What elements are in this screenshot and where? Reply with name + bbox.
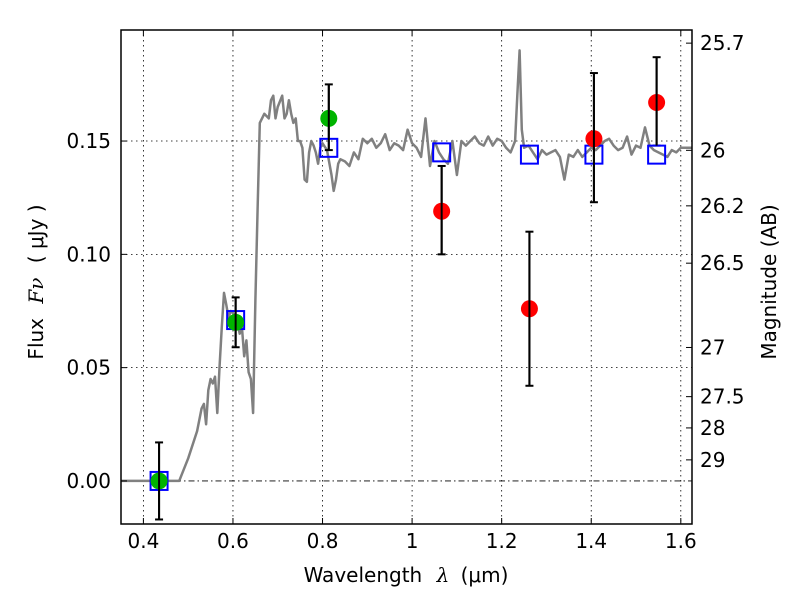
y2-tick-label: 29 bbox=[700, 448, 725, 472]
tick-layer: 0.4 0.6 0.8 1 1.2 1.4 1.6 0.00 0.05 0.10 0.15 25.7 2… bbox=[66, 30, 745, 553]
x-tick-label: 0.8 bbox=[307, 529, 339, 553]
spectrum-layer bbox=[121, 49, 692, 483]
y-axis-unit: ( μJy ) bbox=[24, 204, 48, 263]
y-tick-label: 0.10 bbox=[66, 242, 111, 266]
x-tick-label: 0.4 bbox=[127, 529, 159, 553]
x-axis-label-text: Wavelength bbox=[304, 563, 423, 587]
y2-tick-label: 26.2 bbox=[700, 194, 745, 218]
y-tick-label: 0.15 bbox=[66, 129, 111, 153]
spectrum-line bbox=[121, 49, 692, 483]
marker-layer bbox=[149, 57, 667, 520]
y2-tick-label: 28 bbox=[700, 416, 725, 440]
y-tick-label: 0.05 bbox=[66, 356, 111, 380]
y-tick-label: 0.00 bbox=[66, 469, 111, 493]
x-axis-symbol: λ bbox=[436, 563, 450, 587]
x-axis-label: Wavelength λ (μm) bbox=[304, 563, 509, 587]
y2-tick-label: 26 bbox=[700, 138, 725, 162]
y2-tick-label: 26.5 bbox=[700, 251, 745, 275]
model-square-marker bbox=[647, 144, 667, 165]
model-square-marker bbox=[432, 142, 452, 163]
x-tick-label: 1.6 bbox=[665, 529, 697, 553]
errorbar-layer bbox=[155, 56, 661, 521]
y-axis-label-text: Flux bbox=[24, 318, 48, 360]
x-axis-unit: (μm) bbox=[461, 563, 509, 587]
model-square-marker bbox=[519, 144, 539, 165]
x-tick-label: 1.2 bbox=[486, 529, 518, 553]
x-tick-label: 1 bbox=[406, 529, 419, 553]
plot-frame bbox=[120, 29, 693, 525]
y2-tick-label: 27 bbox=[700, 335, 725, 359]
x-tick-label: 0.6 bbox=[217, 529, 249, 553]
y2-axis-label: Magnitude (AB) bbox=[757, 204, 781, 359]
y2-tick-label: 25.7 bbox=[700, 31, 745, 55]
y2-tick-label: 27.5 bbox=[700, 385, 745, 409]
y-axis-symbol: Fν bbox=[24, 278, 48, 305]
y-axis-label: Flux Fν ( μJy ) bbox=[24, 204, 48, 359]
grid bbox=[121, 30, 692, 524]
x-tick-label: 1.4 bbox=[575, 529, 607, 553]
